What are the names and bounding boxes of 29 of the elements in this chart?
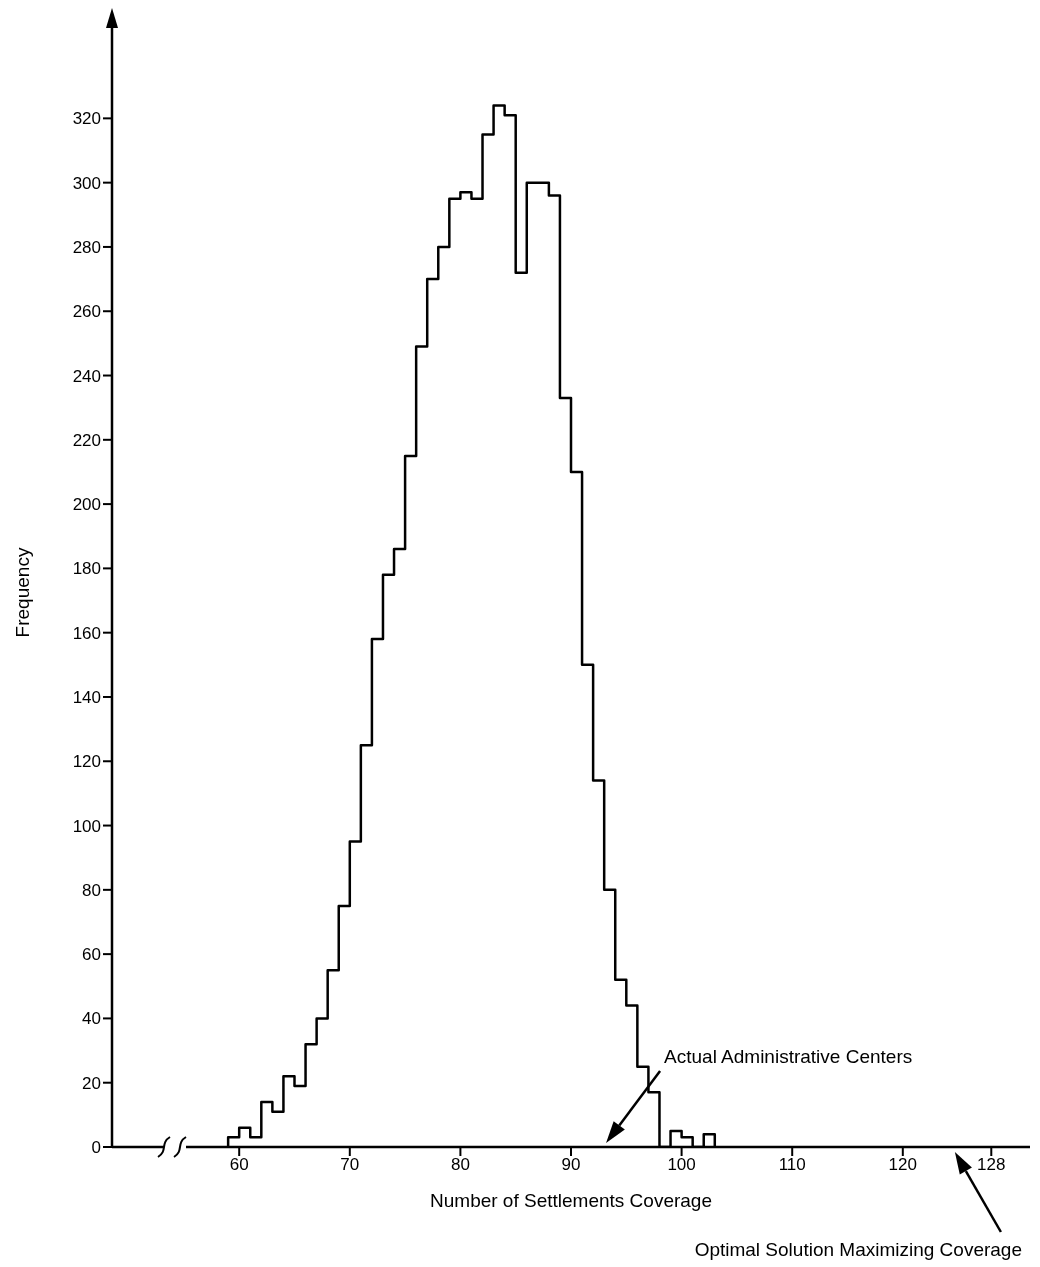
- x-tick-label: 128: [977, 1155, 1006, 1175]
- y-tick-label: 280: [72, 237, 101, 257]
- y-tick-label: 200: [72, 495, 101, 515]
- x-tick-label: 120: [888, 1155, 917, 1175]
- x-tick-label: 60: [229, 1155, 249, 1175]
- y-tick-label: 0: [91, 1138, 101, 1158]
- y-tick-label: 320: [72, 109, 101, 129]
- annotation: Actual Administrative Centers: [664, 1046, 913, 1067]
- y-tick-label: 60: [82, 945, 101, 965]
- y-tick-label: 260: [72, 302, 101, 322]
- x-tick-label: 110: [778, 1155, 806, 1175]
- y-tick-label: 40: [82, 1009, 101, 1029]
- x-tick-label: 80: [450, 1155, 470, 1175]
- y-tick-label: 120: [72, 752, 101, 772]
- text: Optimal Solution Maximizing Coverage: [694, 1239, 1022, 1260]
- y-tick-label: 220: [72, 430, 101, 450]
- x-tick-label: 70: [340, 1155, 360, 1175]
- y-tick-label: 20: [82, 1073, 101, 1093]
- y-tick-label: 300: [72, 173, 101, 193]
- x-tick-label: 90: [561, 1155, 581, 1175]
- y-tick-label: 180: [72, 559, 101, 579]
- y-axis-title: Frequency: [11, 547, 33, 638]
- x-tick-label: 100: [667, 1155, 696, 1175]
- y-tick-label: 140: [72, 688, 101, 708]
- y-tick-label: 100: [72, 816, 101, 836]
- y-tick-label: 240: [72, 366, 101, 386]
- y-tick-label: 160: [72, 623, 101, 643]
- y-tick-label: 80: [82, 880, 101, 900]
- x-axis-title: Number of Settlements Coverage: [430, 1190, 712, 1211]
